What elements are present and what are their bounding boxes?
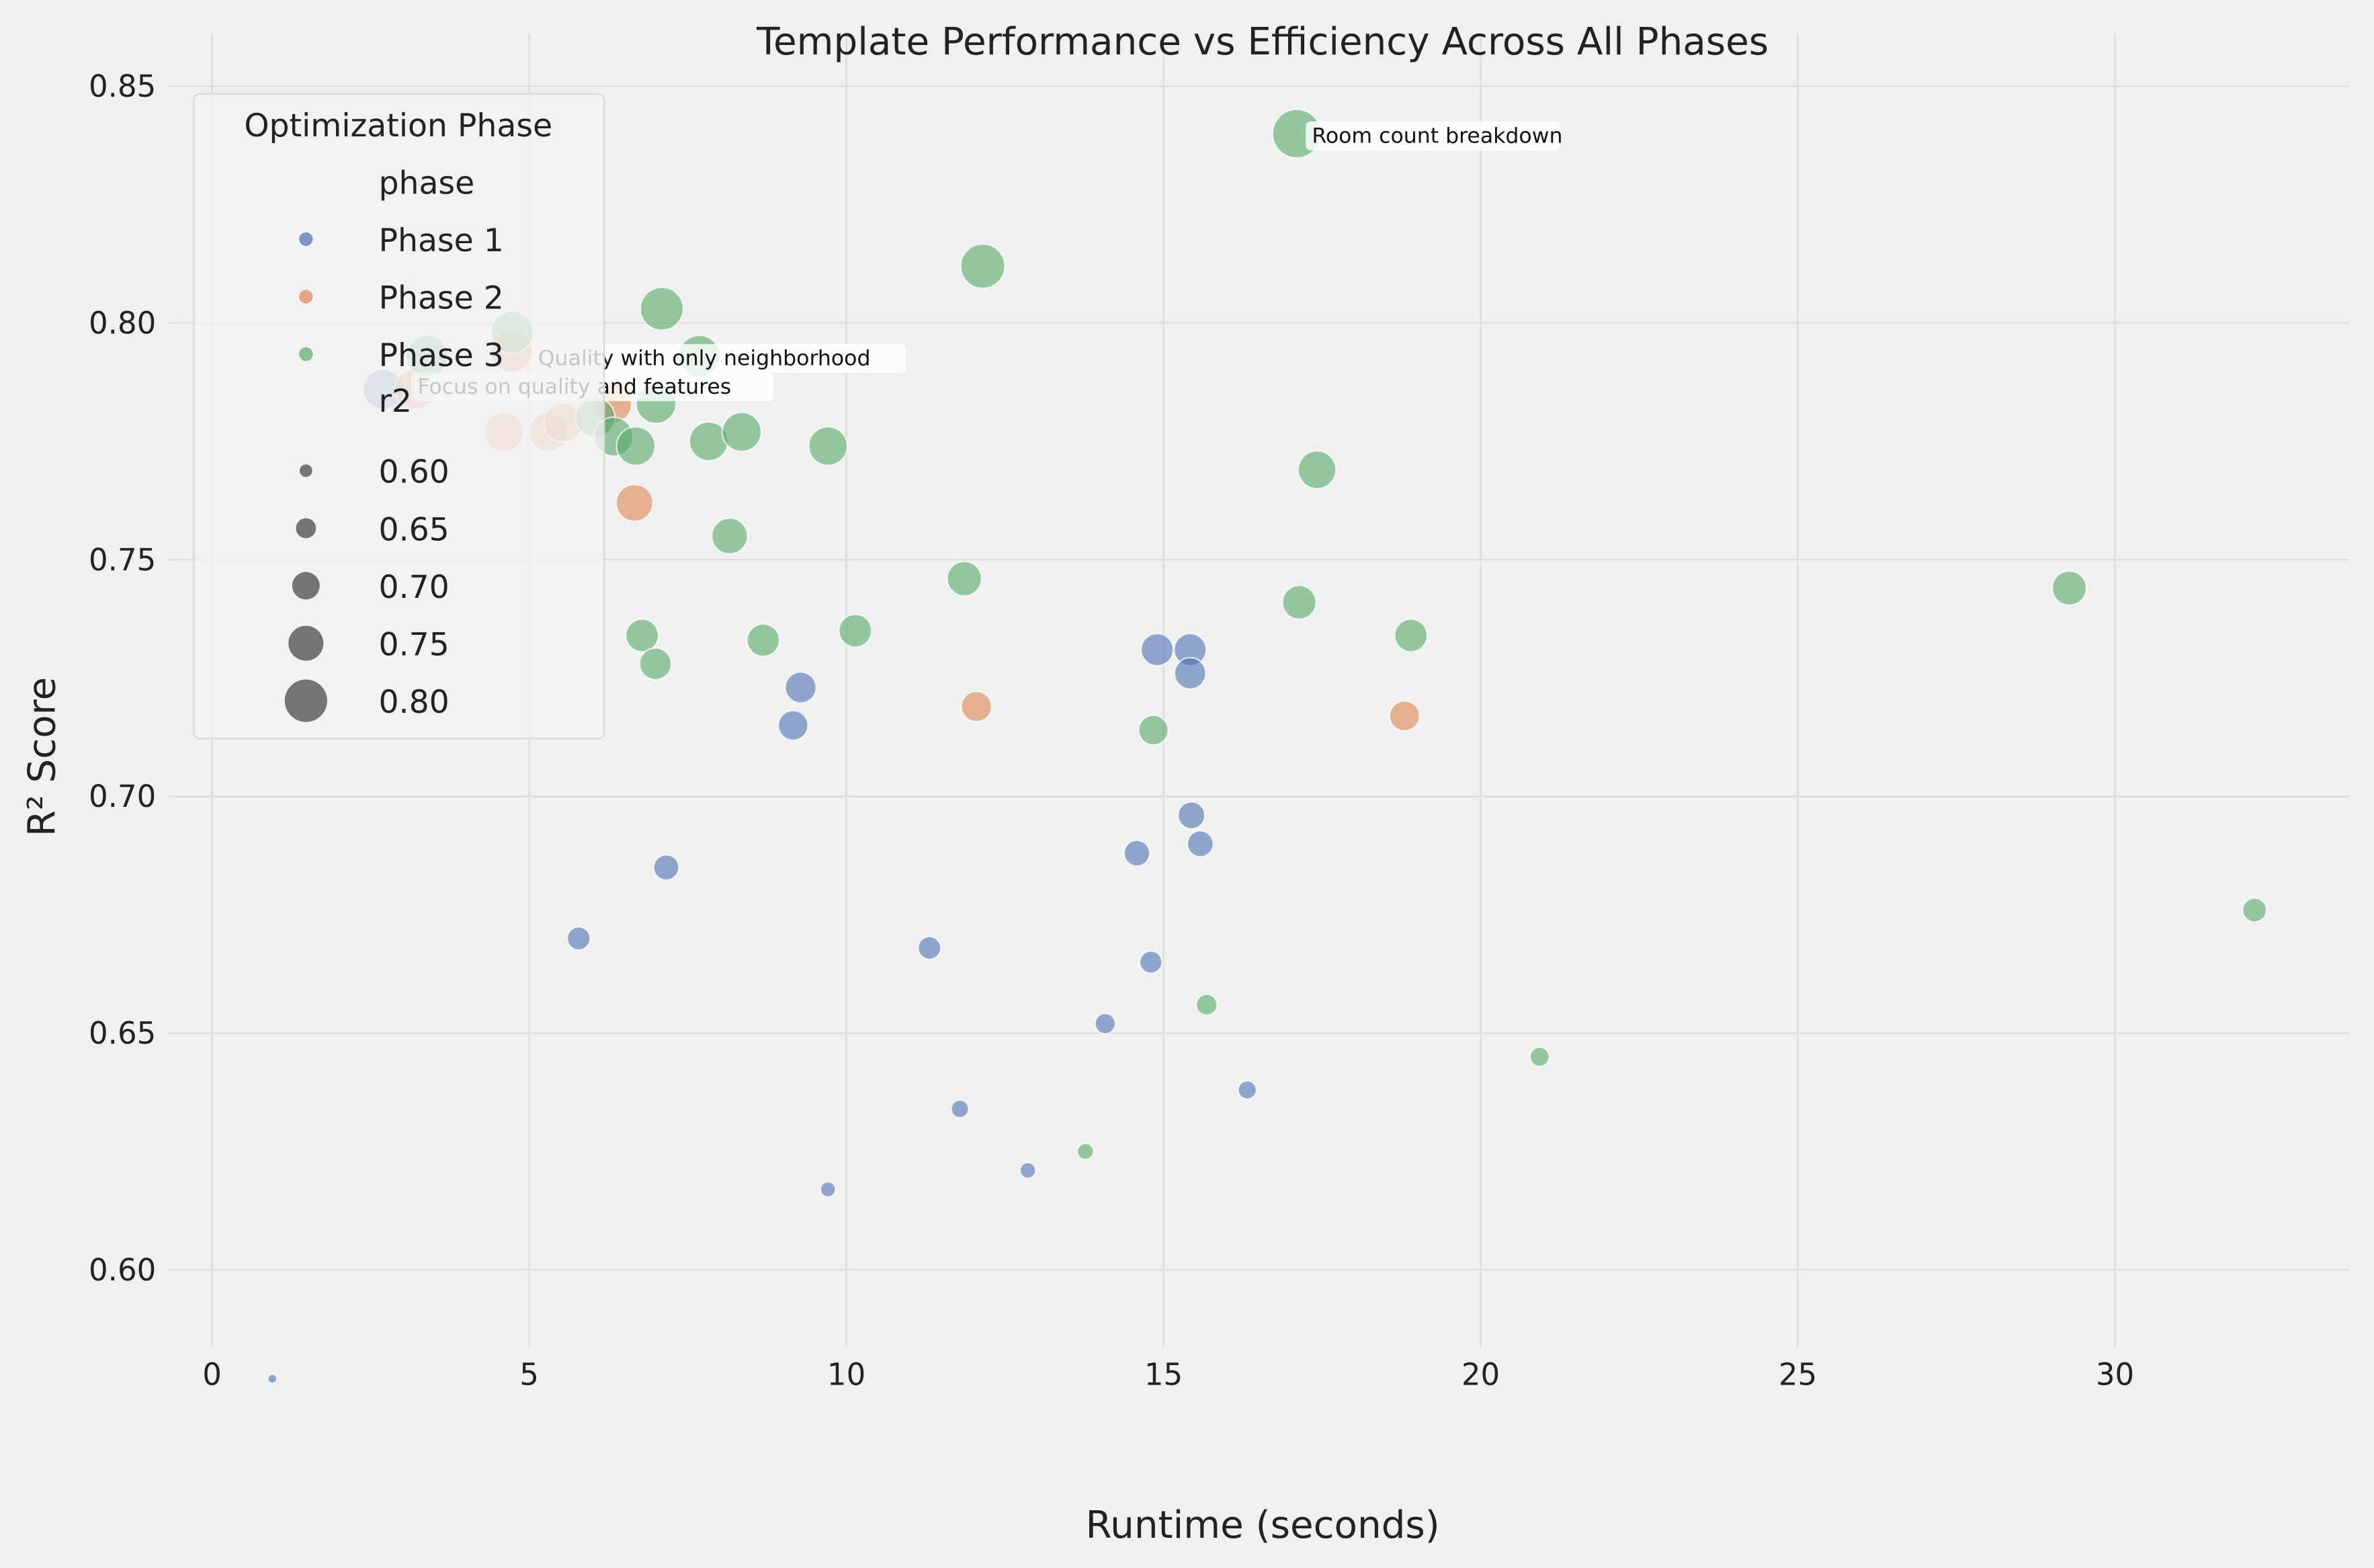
annotation-box (532, 344, 906, 373)
y-tick-label: 0.80 (89, 306, 156, 341)
x-tick-label: 20 (1461, 1356, 1500, 1392)
point-phase-3 (2051, 570, 2088, 606)
point-phase-3 (1281, 584, 1317, 620)
x-tick-label: 25 (1779, 1356, 1817, 1392)
x-tick-label: 5 (519, 1356, 539, 1392)
annotation-box (1306, 121, 1560, 150)
point-phase-1 (784, 671, 817, 704)
point-phase-3 (1195, 993, 1218, 1016)
gridlines (168, 33, 2350, 1348)
legend-size-label: 0.60 (378, 454, 449, 491)
point-phase-1 (917, 935, 942, 960)
point-phase-1 (267, 1373, 278, 1385)
point-phase-3 (1394, 618, 1429, 653)
point-phase-1 (1173, 656, 1207, 690)
legend-marker (299, 232, 313, 247)
point-phase-1 (652, 854, 680, 881)
point-phase-1 (777, 709, 809, 742)
point-phase-3 (721, 411, 763, 453)
legend-size-label: 0.65 (378, 511, 449, 548)
point-phase-1 (1094, 1012, 1116, 1035)
x-tick-label: 0 (202, 1356, 222, 1392)
x-tick-label: 15 (1144, 1356, 1183, 1392)
point-phase-1 (1123, 839, 1151, 867)
point-phase-3 (2242, 897, 2268, 923)
x-axis-label: Runtime (seconds) (1086, 1504, 1440, 1547)
point-phase-3 (838, 613, 873, 648)
legend-title: Optimization Phase (244, 107, 552, 144)
legend: Optimization Phase phase Phase 1 Phase 2 P… (193, 93, 605, 740)
legend-size-title: r2 (378, 383, 412, 420)
point-phase-1 (566, 926, 591, 951)
legend-size-marker (288, 625, 324, 661)
legend-size-marker (284, 679, 327, 722)
y-tick-label: 0.75 (89, 542, 156, 578)
point-phase-3 (1138, 714, 1169, 746)
point-phase-1 (950, 1099, 970, 1119)
point-phase-3 (960, 243, 1006, 290)
point-phase-2 (960, 690, 992, 723)
point-phase-3 (711, 517, 749, 555)
point-phase-3 (808, 426, 849, 466)
legend-entry: Phase 2 (378, 280, 503, 317)
point-phase-3 (946, 560, 982, 597)
point-phase-1 (1237, 1080, 1257, 1100)
point-phase-1 (1177, 801, 1206, 830)
point-phase-3 (746, 623, 781, 658)
point-phase-3 (638, 647, 673, 681)
point-phase-3 (1529, 1046, 1550, 1068)
point-phase-1 (819, 1181, 837, 1198)
x-tick-label: 30 (2096, 1356, 2134, 1392)
point-phase-1 (1139, 950, 1163, 974)
y-tick-label: 0.70 (89, 779, 156, 814)
point-phase-1 (1019, 1162, 1037, 1179)
legend-size-marker (296, 518, 316, 539)
point-phase-3 (616, 426, 656, 466)
x-tick-label: 10 (827, 1356, 865, 1392)
point-phase-3 (625, 618, 660, 653)
legend-size-marker (292, 572, 320, 600)
y-tick-label: 0.85 (89, 69, 156, 104)
point-phase-1 (1140, 632, 1175, 667)
chart-title: Template Performance vs Efficiency Acros… (756, 20, 1769, 64)
point-phase-2 (615, 484, 654, 523)
legend-size-label: 0.75 (378, 627, 449, 664)
legend-marker (299, 347, 313, 361)
y-tick-label: 0.65 (89, 1016, 156, 1051)
legend-size-marker (299, 464, 312, 477)
legend-entry: Phase 3 (378, 337, 503, 374)
point-phase-1 (1186, 830, 1214, 858)
point-phase-3 (1297, 449, 1337, 490)
annotation-text: Room count breakdown (1312, 124, 1562, 148)
legend-marker (299, 290, 313, 304)
legend-entry: Phase 1 (378, 222, 503, 259)
point-phase-3 (1076, 1142, 1095, 1161)
legend-hue-title: phase (378, 165, 474, 202)
point-phase-2 (1388, 700, 1421, 732)
point-phase-3 (639, 286, 684, 331)
legend-size-label: 0.80 (378, 684, 449, 721)
y-tick-label: 0.60 (89, 1252, 156, 1288)
tick-labels: 0 5 10 15 20 25 30 0.60 0.65 0.70 0.75 0.80 0.85 (89, 69, 2134, 1392)
legend-size-label: 0.70 (378, 569, 449, 606)
y-axis-label: R² Score (20, 677, 64, 836)
